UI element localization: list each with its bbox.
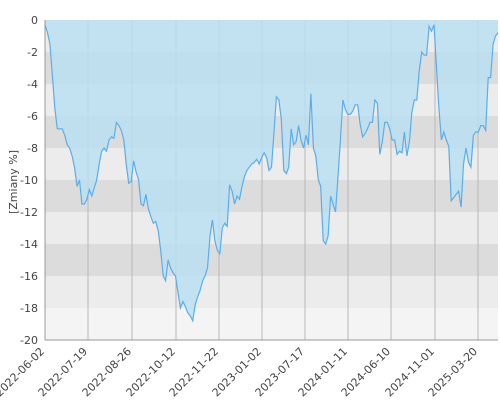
area-fill: [45, 20, 498, 321]
background-band: [45, 180, 498, 212]
series-line: [44, 24, 499, 323]
axis-layer: [44, 20, 498, 341]
y-tick-label: -8: [27, 142, 38, 155]
y-tick-label: 0: [31, 14, 38, 27]
y-tick-label: -18: [20, 302, 38, 315]
area-layer: [44, 20, 499, 323]
background-band: [45, 276, 498, 308]
y-tick-label: -20: [20, 334, 38, 347]
y-tick-label: -6: [27, 110, 38, 123]
background-band: [45, 244, 498, 276]
y-tick-label: -10: [20, 174, 38, 187]
y-tick-label: -4: [27, 78, 38, 91]
background-band: [45, 212, 498, 244]
y-tick-label: -16: [20, 270, 38, 283]
y-tick-label: -14: [20, 238, 38, 251]
y-tick-label: -2: [27, 46, 38, 59]
background-band: [45, 308, 498, 340]
y-axis-title: [Zmiany %]: [7, 150, 20, 214]
y-axis-ticks: 0 -2 -4 -6 -8 -10 -12 -14 -16 -18 -20: [20, 14, 38, 347]
y-tick-label: -12: [20, 206, 38, 219]
